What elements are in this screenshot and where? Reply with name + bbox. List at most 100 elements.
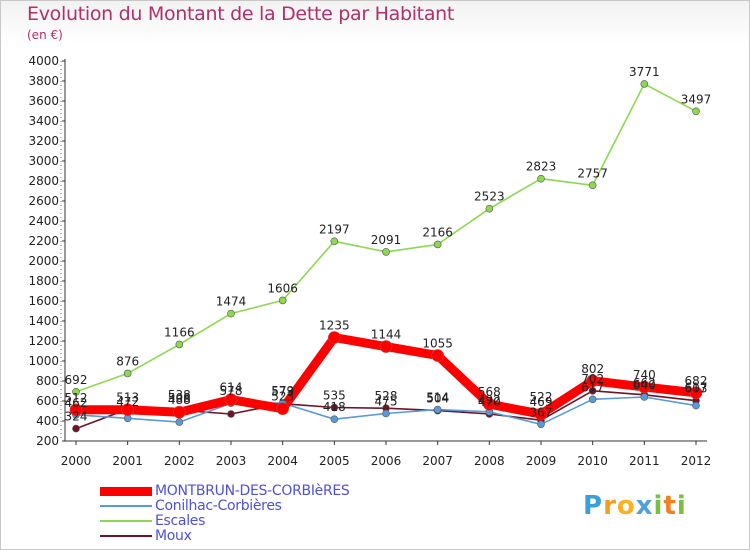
y-tick-label: 1600 xyxy=(28,294,59,308)
y-tick-label: 1800 xyxy=(28,274,59,288)
data-label: 3497 xyxy=(681,92,712,106)
legend-label: Moux xyxy=(155,528,192,544)
data-label: 682 xyxy=(685,374,708,388)
series-point-0 xyxy=(638,380,651,394)
data-label: 513 xyxy=(116,391,139,405)
chart-subtitle: (en €) xyxy=(27,28,63,42)
data-label: 662 xyxy=(633,376,656,390)
data-label: 2166 xyxy=(422,225,453,239)
logo-letter: x xyxy=(635,491,654,521)
series-point-0 xyxy=(586,374,599,388)
series-point-2 xyxy=(588,181,597,190)
series-point-0 xyxy=(224,393,238,406)
data-label: 418 xyxy=(323,400,346,414)
legend-swatch xyxy=(100,505,152,507)
series-point-0 xyxy=(534,407,548,421)
x-tick-label: 2009 xyxy=(526,454,557,468)
proxiti-logo: Proxiti xyxy=(583,491,687,521)
y-tick-label: 800 xyxy=(36,374,59,388)
y-tick-label: 3200 xyxy=(28,134,59,148)
data-label: 1474 xyxy=(216,295,247,309)
data-label: 472 xyxy=(116,395,139,409)
series-point-0 xyxy=(379,340,393,353)
data-label: 470 xyxy=(478,395,501,409)
series-point-1 xyxy=(537,420,545,429)
series-point-0 xyxy=(431,349,444,362)
logo-letter: o xyxy=(616,491,636,521)
series-point-1 xyxy=(588,395,597,404)
x-tick-label: 2002 xyxy=(164,454,195,468)
data-label: 462 xyxy=(65,396,88,410)
data-label: 488 xyxy=(168,393,191,407)
series-point-2 xyxy=(640,80,649,88)
x-tick-label: 2005 xyxy=(319,454,350,468)
data-label: 2757 xyxy=(577,166,608,180)
series-point-2 xyxy=(123,369,132,378)
data-label: 1055 xyxy=(422,337,453,351)
series-point-0 xyxy=(328,331,341,344)
series-point-1 xyxy=(640,393,649,401)
data-label: 692 xyxy=(65,373,88,387)
data-label: 617 xyxy=(581,380,604,394)
legend-swatch xyxy=(100,487,152,496)
data-label: 579 xyxy=(271,384,294,398)
data-label: 522 xyxy=(530,390,553,404)
data-label: 2523 xyxy=(474,190,505,204)
x-tick-label: 2011 xyxy=(629,454,660,468)
y-tick-label: 2600 xyxy=(28,194,59,208)
series-point-2 xyxy=(433,240,442,249)
series-point-1 xyxy=(382,409,390,418)
series-point-0 xyxy=(121,403,134,417)
series-point-0 xyxy=(276,402,289,416)
data-label: 702 xyxy=(581,372,604,386)
y-tick-label: 4000 xyxy=(28,54,59,68)
logo-letter: i xyxy=(653,491,664,521)
data-label: 2197 xyxy=(319,222,350,236)
legend-label: Conilhac-Corbières xyxy=(155,498,282,514)
series-point-0 xyxy=(483,397,496,411)
series-point-1 xyxy=(175,418,184,426)
data-label: 508 xyxy=(168,391,191,405)
logo-letter: t xyxy=(663,491,677,521)
y-tick-label: 200 xyxy=(36,434,59,448)
series-point-2 xyxy=(278,296,287,305)
series-point-3 xyxy=(227,410,235,418)
data-label: 640 xyxy=(633,378,656,392)
y-tick-label: 1400 xyxy=(28,314,59,328)
y-tick-label: 600 xyxy=(36,394,59,408)
y-tick-label: 3800 xyxy=(28,74,59,88)
data-label: 528 xyxy=(375,389,398,403)
series-point-3 xyxy=(588,386,597,395)
legend-label: Escales xyxy=(155,513,206,529)
y-tick-label: 2400 xyxy=(28,214,59,228)
data-label: 1144 xyxy=(371,328,402,342)
x-tick-label: 2008 xyxy=(474,454,505,468)
data-label: 614 xyxy=(220,381,243,395)
x-tick-label: 2012 xyxy=(681,454,712,468)
series-point-0 xyxy=(69,403,83,417)
series-point-3 xyxy=(330,403,339,412)
data-label: 324 xyxy=(65,410,88,424)
data-label: 802 xyxy=(581,362,604,376)
x-tick-label: 2001 xyxy=(112,454,143,468)
x-tick-label: 2003 xyxy=(216,454,247,468)
data-label: 492 xyxy=(478,393,501,407)
series-point-1 xyxy=(692,401,700,410)
x-tick-label: 2004 xyxy=(267,454,298,468)
data-label: 475 xyxy=(375,395,398,409)
series-point-0 xyxy=(173,405,186,419)
y-tick-label: 2800 xyxy=(28,174,59,188)
series-point-2 xyxy=(485,204,494,213)
logo-letter: i xyxy=(676,491,687,521)
series-point-2 xyxy=(382,248,390,256)
y-tick-label: 3400 xyxy=(28,114,59,128)
data-label: 535 xyxy=(323,389,346,403)
series-point-2 xyxy=(330,237,339,246)
data-label: 578 xyxy=(220,384,243,398)
data-label: 2091 xyxy=(371,233,402,247)
data-label: 740 xyxy=(633,368,656,382)
series-point-3 xyxy=(72,424,80,433)
legend-swatch xyxy=(100,520,152,522)
data-label: 1166 xyxy=(164,325,195,339)
